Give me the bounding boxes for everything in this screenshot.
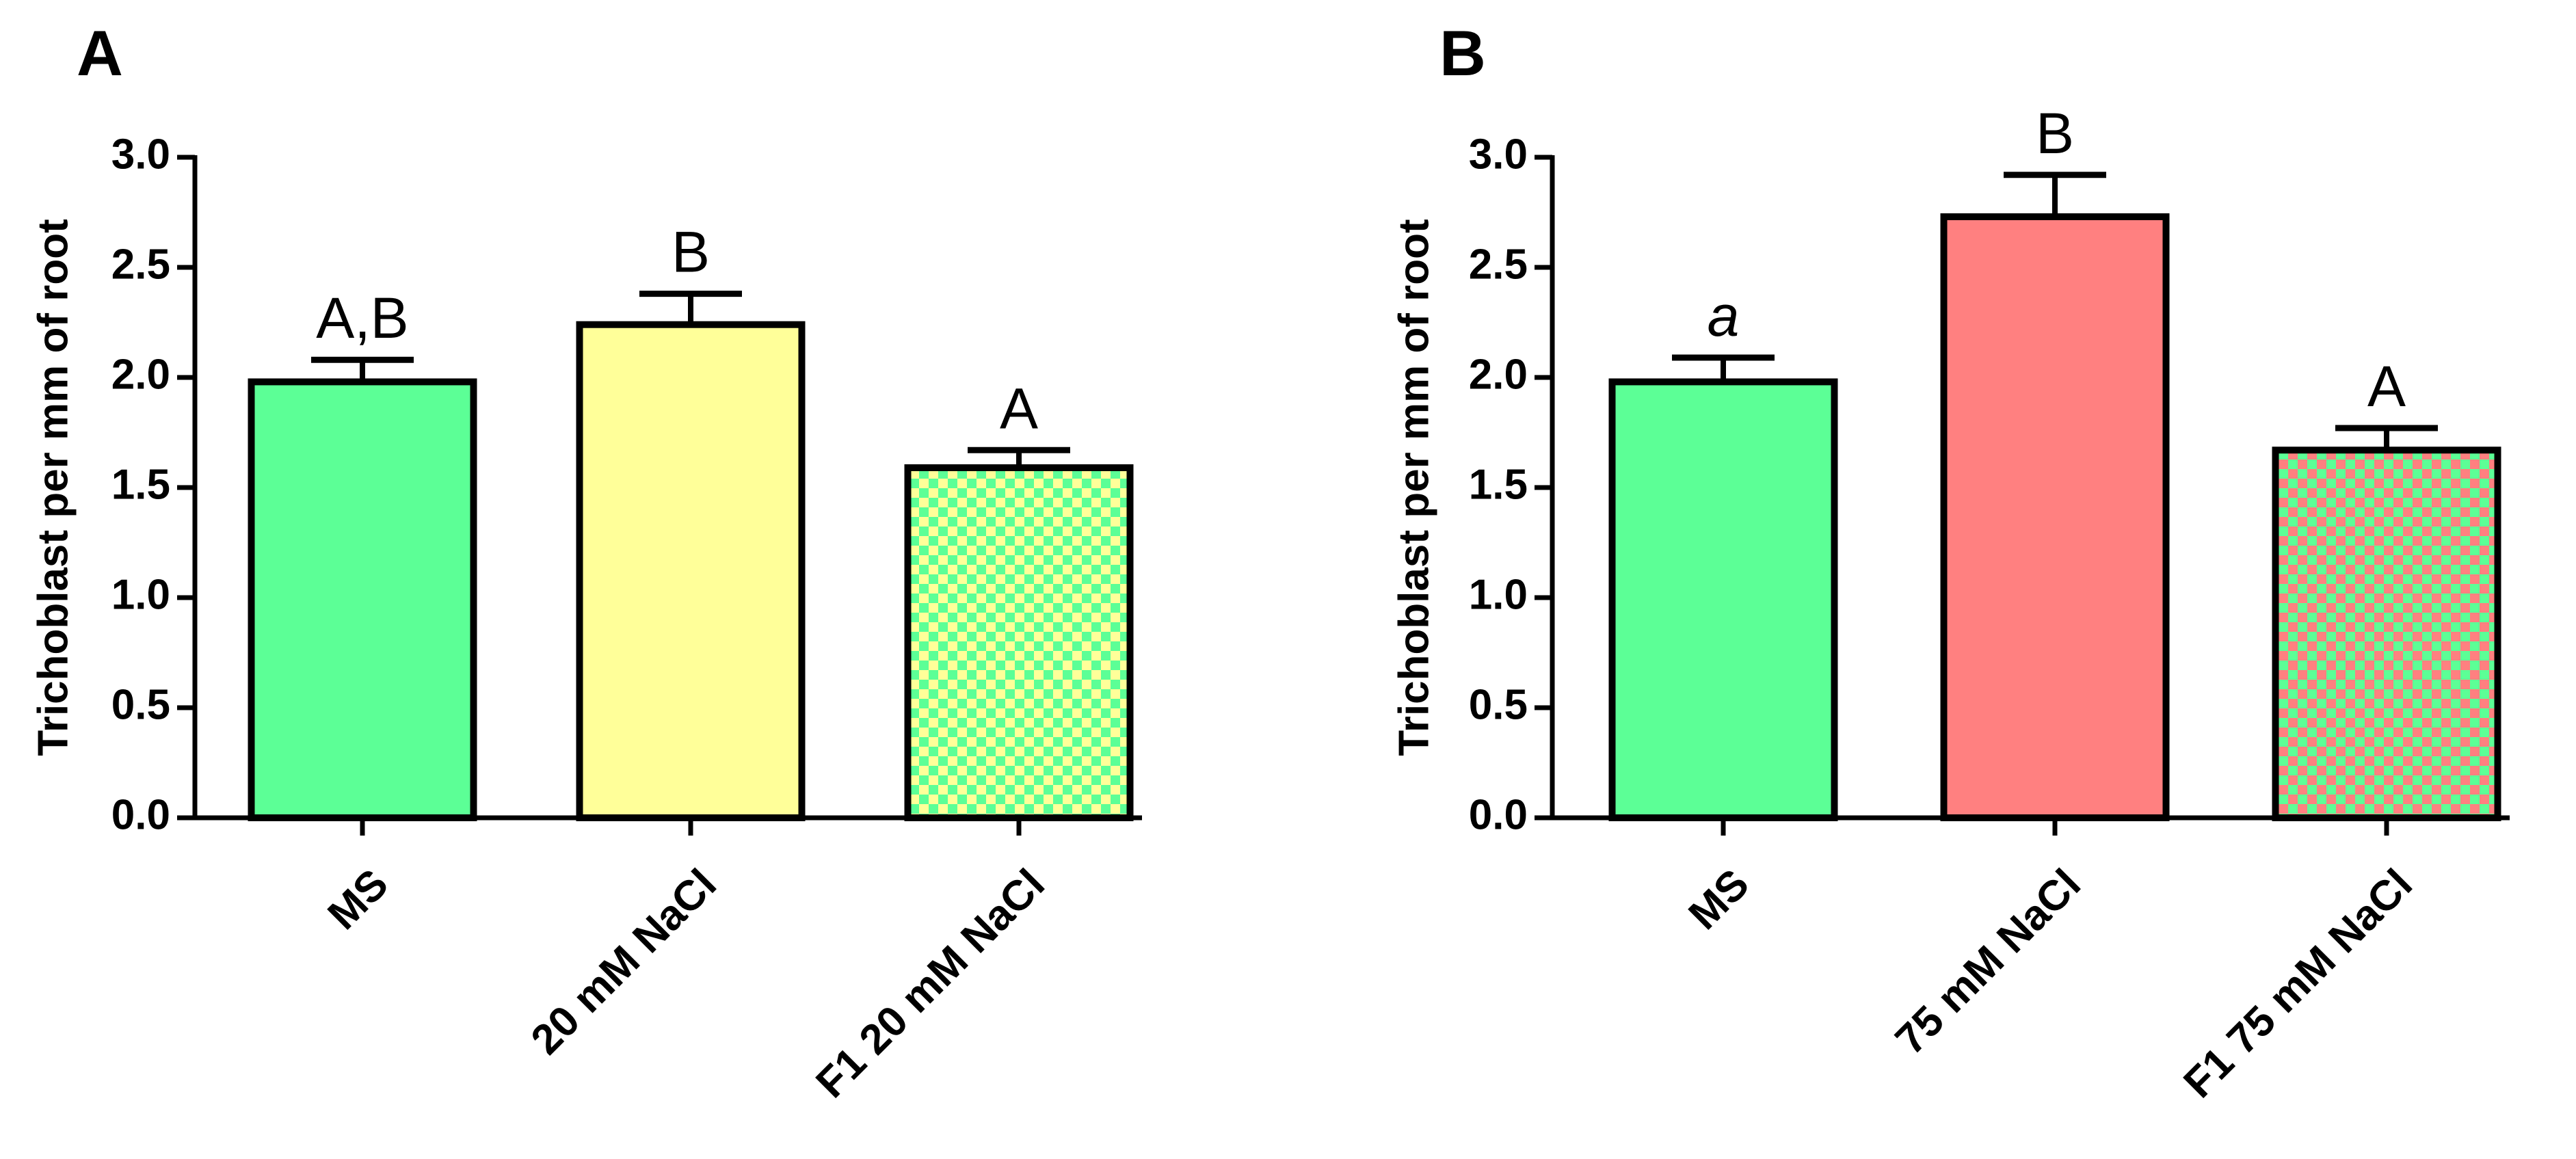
y-axis-label: Trichoblast per mm of root xyxy=(29,219,77,756)
significance-label: B xyxy=(2036,101,2074,165)
y-tick-label: 2.5 xyxy=(111,241,170,288)
x-tick-label: MS xyxy=(319,860,397,939)
y-tick-label: 0.5 xyxy=(1469,681,1528,728)
significance-label: A,B xyxy=(316,286,408,350)
y-tick-label: 1.5 xyxy=(1469,461,1528,508)
y-tick-label: 3.0 xyxy=(111,131,170,178)
bar xyxy=(248,378,477,821)
bar xyxy=(2272,447,2501,821)
y-tick-label: 2.5 xyxy=(1469,241,1528,288)
significance-label: B xyxy=(672,220,710,284)
y-tick-label: 1.0 xyxy=(1469,571,1528,618)
x-tick-label: MS xyxy=(1679,860,1758,939)
y-tick-label: 1.5 xyxy=(111,461,170,508)
bar xyxy=(576,321,806,822)
chart-panel-a: A Trichoblast per mm of root 0.0 0.5 1.0 1.5 2… xyxy=(29,17,1142,1107)
chart-panel-b: B Trichoblast per mm of root 0.0 0.5 1.0 1.5 2… xyxy=(1390,17,2510,1107)
x-tick-label: F1 75 mM NaCl xyxy=(2175,860,2421,1107)
panel-letter: B xyxy=(1439,17,1486,89)
y-tick-label: 2.0 xyxy=(111,351,170,398)
significance-label: A xyxy=(2367,354,2406,418)
y-tick-label: 0.0 xyxy=(111,791,170,838)
bar xyxy=(1608,378,1838,821)
bar xyxy=(904,464,1134,822)
significance-label: A xyxy=(1000,376,1038,440)
y-tick-label: 3.0 xyxy=(1469,131,1528,178)
x-tick-label: 75 mM NaCl xyxy=(1887,860,2090,1063)
y-tick-label: 1.0 xyxy=(111,571,170,618)
significance-label: a xyxy=(1708,284,1740,348)
bar xyxy=(1940,213,2170,821)
panel-letter: A xyxy=(77,17,123,89)
x-tick-label: 20 mM NaCl xyxy=(522,860,726,1063)
y-tick-label: 0.0 xyxy=(1469,791,1528,838)
x-tick-label: F1 20 mM NaCl xyxy=(807,860,1054,1107)
y-tick-label: 2.0 xyxy=(1469,351,1528,398)
y-tick-label: 0.5 xyxy=(111,681,170,728)
y-axis-label: Trichoblast per mm of root xyxy=(1390,219,1437,756)
